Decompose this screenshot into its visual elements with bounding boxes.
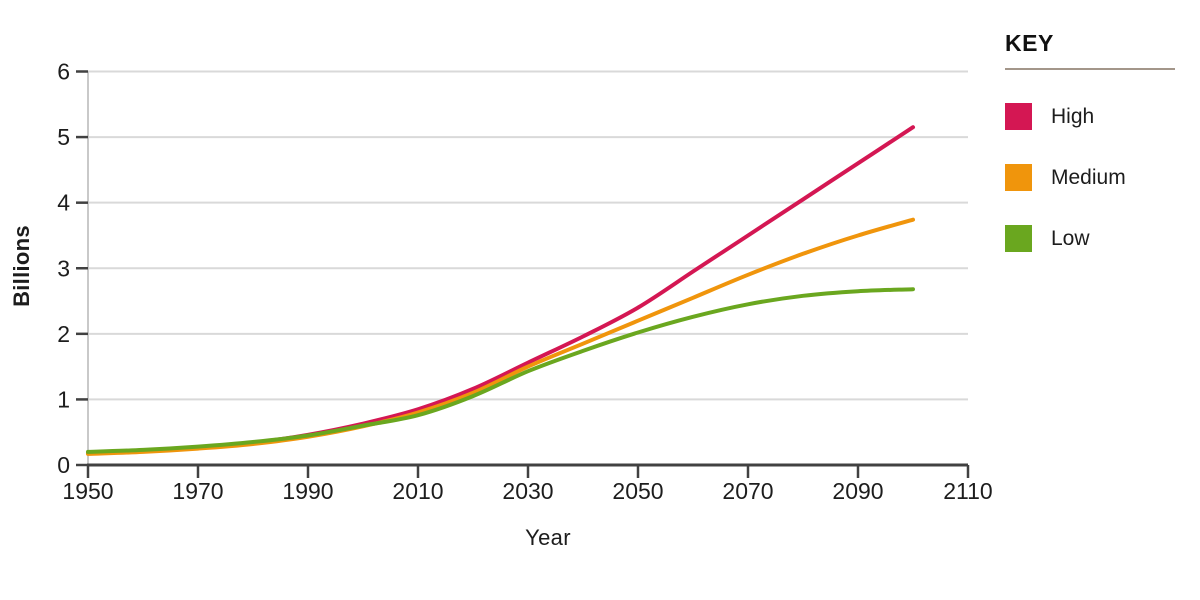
x-tick-label: 1970: [172, 478, 223, 504]
legend-item-label: Medium: [1051, 165, 1126, 189]
y-tick-label: 3: [57, 255, 70, 281]
legend-item-label: Low: [1051, 226, 1090, 250]
x-tick-label: 2070: [722, 478, 773, 504]
series-line-low: [86, 287, 915, 454]
y-axis-title: Billions: [9, 225, 34, 307]
series-line-high: [86, 125, 915, 456]
y-tick-label: 5: [57, 124, 70, 150]
x-tick-label: 2110: [943, 478, 992, 504]
legend-item-medium: Medium: [1005, 164, 1175, 191]
legend-title: KEY: [1005, 30, 1054, 56]
legend: KEY High Medium Low: [1005, 28, 1175, 252]
y-tick-label: 6: [57, 59, 70, 85]
series-line-medium: [86, 217, 915, 456]
y-tick-label: 4: [57, 190, 70, 216]
low-series-swatch: [1005, 225, 1032, 252]
legend-item-high: High: [1005, 103, 1175, 130]
medium-series-swatch: [1005, 164, 1032, 191]
x-tick-label: 2050: [612, 478, 663, 504]
x-tick-label: 1950: [62, 478, 113, 504]
legend-item-label: High: [1051, 104, 1095, 128]
x-tick-label: 1990: [282, 478, 333, 504]
x-tick-label: 2010: [392, 478, 443, 504]
legend-divider: [1005, 68, 1175, 70]
y-tick-label: 2: [57, 321, 70, 347]
legend-item-low: Low: [1005, 225, 1175, 252]
high-series-swatch: [1005, 103, 1032, 130]
x-tick-label: 2030: [502, 478, 553, 504]
x-tick-label: 2090: [832, 478, 883, 504]
y-tick-label: 1: [57, 386, 70, 412]
x-axis-title: Year: [525, 525, 571, 550]
y-tick-label: 0: [57, 452, 70, 478]
